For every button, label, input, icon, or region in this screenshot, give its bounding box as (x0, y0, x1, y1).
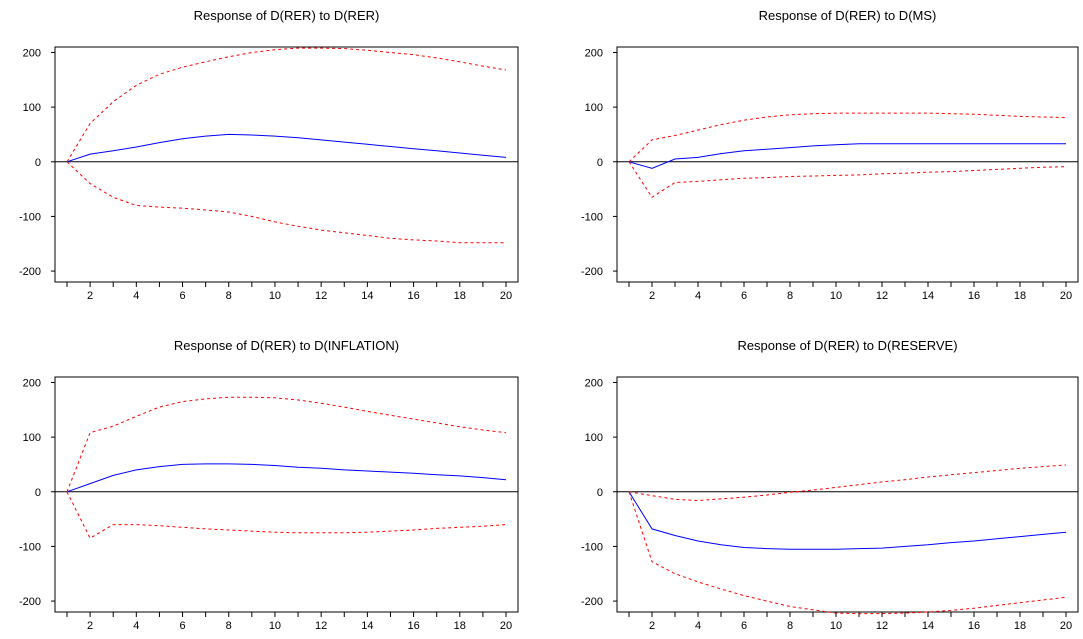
y-tick-label: 200 (23, 377, 41, 389)
y-tick-label: -100 (581, 211, 603, 223)
y-tick-label: -200 (581, 596, 603, 608)
x-tick-label: 16 (407, 290, 419, 302)
y-tick-label: -200 (19, 266, 41, 278)
chart-panel-4: Response of D(RER) to D(RESERVE) -200 -100… (581, 338, 1079, 632)
confidence-band-lower (628, 491, 1067, 615)
x-tick-label: 6 (741, 620, 747, 632)
x-tick-label: 16 (407, 620, 419, 632)
response-line (66, 463, 507, 493)
response-line (628, 143, 1066, 169)
y-tick-label: 200 (23, 47, 41, 59)
x-tick-label: 4 (695, 620, 701, 632)
y-tick-label: 200 (585, 377, 603, 389)
x-tick-label: 4 (133, 620, 139, 632)
plot-frame (54, 46, 519, 283)
x-tick-label: 6 (179, 620, 185, 632)
x-tick-label: 4 (695, 290, 701, 302)
y-tick-label: -200 (581, 266, 603, 278)
confidence-band-lower (66, 161, 506, 244)
x-tick-label: 18 (1014, 290, 1026, 302)
chart-title: Response of D(RER) to D(MS) (759, 8, 937, 23)
chart-panel-3: Response of D(RER) to D(INFLATION) -200 -1… (19, 338, 519, 632)
plot-frame (616, 376, 1079, 613)
x-tick-label: 10 (269, 290, 281, 302)
x-tick-label: 14 (922, 290, 934, 302)
x-tick-label: 12 (315, 620, 327, 632)
y-tick-label: -100 (19, 541, 41, 553)
x-tick-label: 8 (787, 290, 793, 302)
confidence-band-upper (66, 47, 507, 163)
x-tick-label: 2 (649, 620, 655, 632)
chart-title: Response of D(RER) to D(RER) (194, 8, 380, 23)
x-tick-label: 14 (922, 620, 934, 632)
x-tick-label: 8 (226, 290, 232, 302)
plot-frame (616, 46, 1079, 283)
x-tick-label: 20 (500, 620, 512, 632)
y-tick-label: -100 (19, 211, 41, 223)
confidence-band-upper (66, 396, 507, 492)
x-tick-label: 16 (968, 620, 980, 632)
x-tick-label: 16 (968, 290, 980, 302)
y-tick-label: 0 (597, 487, 603, 499)
y-tick-label: -100 (581, 541, 603, 553)
chart-title: Response of D(RER) to D(INFLATION) (174, 338, 399, 353)
chart-panel-1: Response of D(RER) to D(RER) -200 -100 0 100… (19, 8, 519, 302)
response-line (628, 491, 1067, 550)
x-tick-label: 8 (226, 620, 232, 632)
y-tick-label: 100 (585, 432, 603, 444)
chart-panel-2: Response of D(RER) to D(MS) -200 -100 0 100 2… (581, 8, 1079, 302)
confidence-band-lower (628, 161, 1067, 198)
chart-title: Response of D(RER) to D(RESERVE) (737, 338, 957, 353)
y-tick-label: 200 (585, 47, 603, 59)
x-tick-label: 18 (1014, 620, 1026, 632)
y-tick-label: 100 (585, 102, 603, 114)
x-tick-label: 6 (179, 290, 185, 302)
x-tick-label: 10 (830, 620, 842, 632)
confidence-band-upper (628, 464, 1067, 502)
confidence-band-lower (66, 491, 507, 539)
y-tick-label: 0 (597, 157, 603, 169)
x-tick-label: 12 (315, 290, 327, 302)
x-tick-label: 10 (269, 620, 281, 632)
plot-frame (54, 376, 519, 613)
response-line (66, 133, 507, 163)
y-tick-label: -200 (19, 596, 41, 608)
x-tick-label: 12 (876, 290, 888, 302)
y-tick-label: 100 (23, 432, 41, 444)
x-tick-label: 20 (1060, 290, 1072, 302)
x-tick-label: 18 (454, 620, 466, 632)
x-tick-label: 14 (361, 620, 373, 632)
x-tick-label: 2 (87, 290, 93, 302)
y-tick-label: 0 (35, 157, 41, 169)
x-tick-label: 18 (454, 290, 466, 302)
x-tick-label: 4 (133, 290, 139, 302)
x-tick-label: 2 (87, 620, 93, 632)
x-tick-label: 2 (649, 290, 655, 302)
confidence-band-upper (628, 112, 1067, 163)
x-tick-label: 8 (787, 620, 793, 632)
x-tick-label: 20 (500, 290, 512, 302)
x-tick-label: 20 (1060, 620, 1072, 632)
x-tick-label: 12 (876, 620, 888, 632)
x-tick-label: 10 (830, 290, 842, 302)
y-tick-label: 0 (35, 487, 41, 499)
x-tick-label: 14 (361, 290, 373, 302)
x-tick-label: 6 (741, 290, 747, 302)
y-tick-label: 100 (23, 102, 41, 114)
